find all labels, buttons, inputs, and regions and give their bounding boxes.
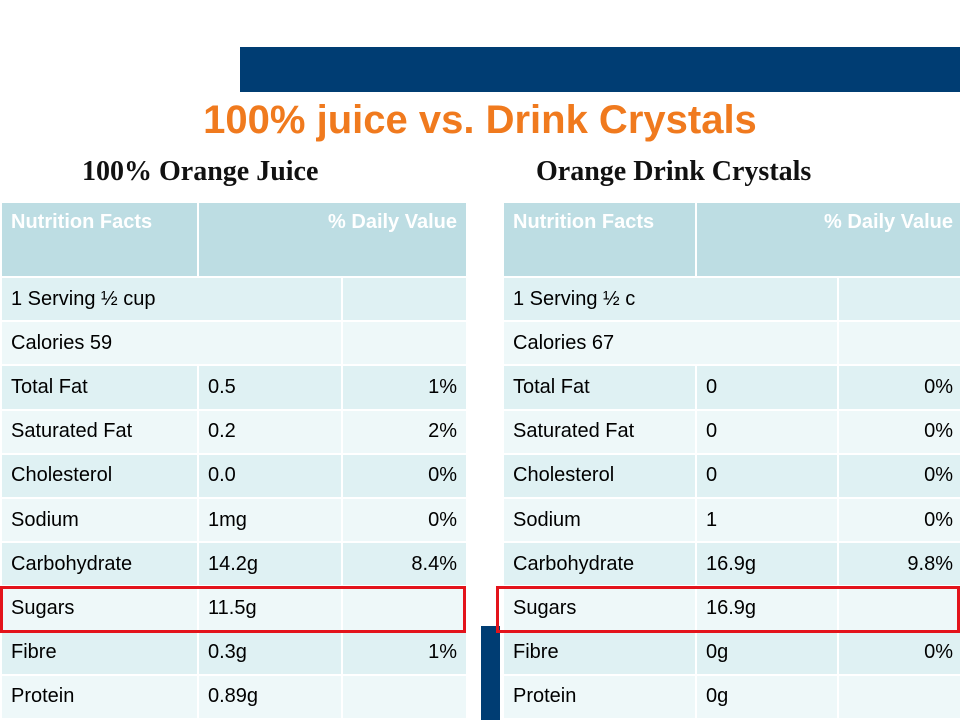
nutrient-daily-value: 8.4% <box>341 541 468 588</box>
right-table-title: Orange Drink Crystals <box>536 156 812 187</box>
nutrient-amount: 0g <box>695 629 839 676</box>
calories: Calories 59 <box>0 320 343 367</box>
table-row: Carbohydrate 16.9g 9.8% <box>502 541 960 588</box>
nutrient-daily-value: 9.8% <box>837 541 960 588</box>
nutrient-daily-value: 0% <box>837 496 960 544</box>
nutrient-name: Fibre <box>0 629 199 676</box>
nutrient-name: Fibre <box>502 629 697 676</box>
header-nutrition-facts: Nutrition Facts <box>502 201 697 278</box>
serving-size: 1 Serving ½ cup <box>0 275 343 323</box>
empty-cell <box>837 320 960 367</box>
table-row: Sodium 1mg 0% <box>0 496 468 544</box>
nutrient-name: Total Fat <box>0 364 199 411</box>
nutrient-daily-value <box>341 673 468 720</box>
table-row: Cholesterol 0.0 0% <box>0 452 468 499</box>
nutrient-daily-value: 0% <box>837 364 960 411</box>
nutrient-daily-value: 1% <box>341 364 468 411</box>
table-row: Saturated Fat 0.2 2% <box>0 408 468 455</box>
nutrient-name: Protein <box>502 673 697 720</box>
nutrient-amount: 0.0 <box>197 452 343 499</box>
table-row: Protein 0g <box>502 673 960 720</box>
nutrient-amount: 0.3g <box>197 629 343 676</box>
left-table-title: 100% Orange Juice <box>82 156 319 187</box>
table-row: Total Fat 0.5 1% <box>0 364 468 411</box>
nutrient-name: Cholesterol <box>502 452 697 499</box>
table-row: 1 Serving ½ cup <box>0 275 468 323</box>
nutrient-amount: 0 <box>695 408 839 455</box>
nutrient-amount: 0 <box>695 452 839 499</box>
nutrient-amount: 11.5g <box>197 585 343 632</box>
nutrient-name: Saturated Fat <box>0 408 199 455</box>
nutrient-daily-value: 0% <box>837 452 960 499</box>
drink-crystals-nutrition-table: Nutrition Facts % Daily Value 1 Serving … <box>502 201 960 720</box>
table-row: 1 Serving ½ c <box>502 275 960 323</box>
nutrient-amount: 14.2g <box>197 541 343 588</box>
nutrient-daily-value <box>341 585 468 632</box>
nutrient-amount: 1mg <box>197 496 343 544</box>
header-daily-value: % Daily Value <box>695 201 960 278</box>
table-row: Saturated Fat 0 0% <box>502 408 960 455</box>
table-row: Sugars 16.9g <box>502 585 960 632</box>
slide-title: 100% juice vs. Drink Crystals <box>203 98 757 142</box>
nutrient-name: Total Fat <box>502 364 697 411</box>
empty-cell <box>341 320 468 367</box>
nutrient-daily-value: 1% <box>341 629 468 676</box>
nutrient-amount: 0.2 <box>197 408 343 455</box>
table-row: Cholesterol 0 0% <box>502 452 960 499</box>
table-row: Sodium 1 0% <box>502 496 960 544</box>
nutrient-name: Carbohydrate <box>0 541 199 588</box>
nutrient-daily-value: 0% <box>837 408 960 455</box>
nutrient-amount: 16.9g <box>695 541 839 588</box>
table-row: Fibre 0g 0% <box>502 629 960 676</box>
table-row: Carbohydrate 14.2g 8.4% <box>0 541 468 588</box>
nutrient-name: Sugars <box>502 585 697 632</box>
nutrient-daily-value: 0% <box>341 452 468 499</box>
nutrient-name: Saturated Fat <box>502 408 697 455</box>
nutrient-amount: 0g <box>695 673 839 720</box>
nutrient-amount: 0.89g <box>197 673 343 720</box>
nutrient-name: Sodium <box>502 496 697 544</box>
header-accent-bar <box>240 47 960 92</box>
nutrient-name: Cholesterol <box>0 452 199 499</box>
table-row: Protein 0.89g <box>0 673 468 720</box>
table-row: Fibre 0.3g 1% <box>0 629 468 676</box>
header-nutrition-facts: Nutrition Facts <box>0 201 199 278</box>
nutrient-name: Protein <box>0 673 199 720</box>
nutrient-daily-value <box>837 673 960 720</box>
empty-cell <box>341 275 468 323</box>
nutrient-amount: 0.5 <box>197 364 343 411</box>
table-row: Calories 59 <box>0 320 468 367</box>
nutrient-amount: 1 <box>695 496 839 544</box>
nutrient-daily-value: 0% <box>837 629 960 676</box>
nutrient-amount: 0 <box>695 364 839 411</box>
orange-juice-nutrition-table: Nutrition Facts % Daily Value 1 Serving … <box>0 201 468 720</box>
nutrient-amount: 16.9g <box>695 585 839 632</box>
nutrient-daily-value <box>837 585 960 632</box>
calories: Calories 67 <box>502 320 839 367</box>
nutrient-daily-value: 2% <box>341 408 468 455</box>
table-row: Total Fat 0 0% <box>502 364 960 411</box>
header-daily-value: % Daily Value <box>197 201 468 278</box>
nutrient-daily-value: 0% <box>341 496 468 544</box>
nutrient-name: Sodium <box>0 496 199 544</box>
nutrient-name: Sugars <box>0 585 199 632</box>
side-accent-strip <box>481 626 500 720</box>
serving-size: 1 Serving ½ c <box>502 275 839 323</box>
nutrient-name: Carbohydrate <box>502 541 697 588</box>
table-row: Sugars 11.5g <box>0 585 468 632</box>
empty-cell <box>837 275 960 323</box>
table-row: Calories 67 <box>502 320 960 367</box>
